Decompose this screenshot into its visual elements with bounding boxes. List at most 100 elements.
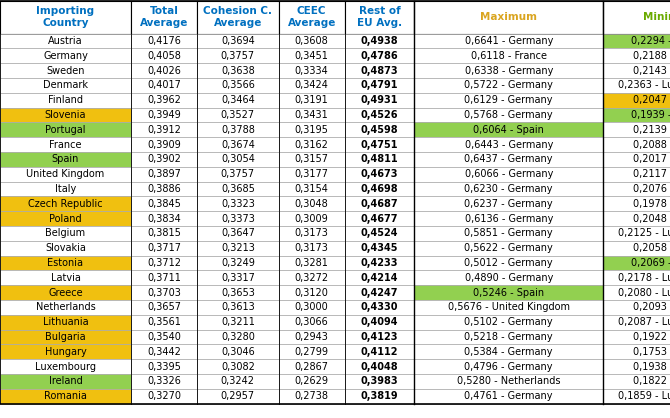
Bar: [279, 329, 345, 344]
Text: 0,3281: 0,3281: [295, 258, 329, 268]
Text: United Kingdom: United Kingdom: [26, 169, 105, 179]
Text: 0,5246 - Spain: 0,5246 - Spain: [473, 288, 544, 298]
Text: 0,4873: 0,4873: [360, 66, 399, 76]
Text: 0,3066: 0,3066: [295, 317, 328, 327]
Bar: [414, 181, 603, 196]
Bar: [279, 241, 345, 255]
Text: 0,4026: 0,4026: [147, 66, 181, 76]
Bar: [345, 196, 414, 211]
Text: 0,1753 - Latvia: 0,1753 - Latvia: [633, 347, 670, 357]
Text: 0,3000: 0,3000: [295, 302, 328, 312]
Text: 0,4526: 0,4526: [361, 110, 398, 120]
Bar: [0, 181, 131, 196]
Bar: [197, 359, 279, 374]
Text: 0,3717: 0,3717: [147, 243, 181, 253]
Bar: [131, 329, 197, 344]
Bar: [131, 270, 197, 285]
Bar: [603, 122, 670, 137]
Text: 0,2125 - Luxembourg: 0,2125 - Luxembourg: [618, 228, 670, 238]
Bar: [345, 1, 414, 33]
Bar: [345, 122, 414, 137]
Bar: [0, 167, 131, 181]
Bar: [0, 300, 131, 315]
Bar: [0, 93, 131, 107]
Text: 0,4048: 0,4048: [360, 362, 399, 372]
Bar: [131, 152, 197, 167]
Bar: [0, 255, 131, 270]
Bar: [197, 93, 279, 107]
Text: 0,4796 - Germany: 0,4796 - Germany: [464, 362, 553, 372]
Text: 0,6230 - Germany: 0,6230 - Germany: [464, 184, 553, 194]
Bar: [603, 226, 670, 241]
Bar: [131, 255, 197, 270]
Text: 0,6118 - France: 0,6118 - France: [471, 51, 547, 61]
Bar: [414, 374, 603, 389]
Text: 0,3694: 0,3694: [221, 36, 255, 46]
Text: Slovenia: Slovenia: [45, 110, 86, 120]
Text: 0,4112: 0,4112: [361, 347, 398, 357]
Bar: [414, 196, 603, 211]
Bar: [197, 152, 279, 167]
Text: 0,3082: 0,3082: [221, 362, 255, 372]
Text: 0,3213: 0,3213: [221, 243, 255, 253]
Text: 0,3712: 0,3712: [147, 258, 181, 268]
Bar: [279, 137, 345, 152]
Text: 0,6237 - Germany: 0,6237 - Germany: [464, 199, 553, 209]
Text: Hungary: Hungary: [45, 347, 86, 357]
Bar: [345, 48, 414, 63]
Bar: [345, 359, 414, 374]
Text: 0,2117 - Latvia: 0,2117 - Latvia: [633, 169, 670, 179]
Text: 0,4687: 0,4687: [360, 199, 399, 209]
Bar: [345, 167, 414, 181]
Bar: [0, 359, 131, 374]
Text: Total
Average: Total Average: [140, 6, 188, 28]
Bar: [197, 78, 279, 93]
Bar: [345, 78, 414, 93]
Bar: [131, 33, 197, 48]
Bar: [131, 122, 197, 137]
Bar: [345, 329, 414, 344]
Bar: [197, 315, 279, 329]
Text: 0,3173: 0,3173: [295, 243, 329, 253]
Bar: [414, 167, 603, 181]
Text: 0,4673: 0,4673: [361, 169, 398, 179]
Bar: [0, 1, 670, 33]
Bar: [131, 181, 197, 196]
Bar: [279, 285, 345, 300]
Text: 0,3561: 0,3561: [147, 317, 181, 327]
Text: 0,5676 - United Kingdom: 0,5676 - United Kingdom: [448, 302, 570, 312]
Bar: [345, 241, 414, 255]
Text: 0,2088 - Latvia: 0,2088 - Latvia: [633, 140, 670, 150]
Bar: [197, 329, 279, 344]
Text: Poland: Poland: [49, 214, 82, 224]
Bar: [414, 270, 603, 285]
Bar: [603, 78, 670, 93]
Bar: [345, 93, 414, 107]
Bar: [0, 329, 131, 344]
Bar: [0, 122, 131, 137]
Text: 0,4345: 0,4345: [361, 243, 398, 253]
Text: 0,5218 - Germany: 0,5218 - Germany: [464, 332, 553, 342]
Text: France: France: [49, 140, 82, 150]
Text: 0,3048: 0,3048: [295, 199, 328, 209]
Bar: [0, 152, 131, 167]
Bar: [279, 226, 345, 241]
Text: 0,6066 - Germany: 0,6066 - Germany: [464, 169, 553, 179]
Text: 0,3326: 0,3326: [147, 376, 181, 386]
Bar: [279, 270, 345, 285]
Bar: [0, 63, 131, 78]
Text: 0,2069 - Ireland: 0,2069 - Ireland: [631, 258, 670, 268]
Text: 0,3788: 0,3788: [221, 125, 255, 135]
Bar: [279, 196, 345, 211]
Bar: [131, 211, 197, 226]
Bar: [131, 167, 197, 181]
Text: 0,3270: 0,3270: [147, 391, 181, 401]
Text: 0,1922 - Latvia: 0,1922 - Latvia: [633, 332, 670, 342]
Text: Romania: Romania: [44, 391, 87, 401]
Text: 0,3120: 0,3120: [295, 288, 329, 298]
Bar: [279, 211, 345, 226]
Bar: [345, 374, 414, 389]
Text: 0,3949: 0,3949: [147, 110, 181, 120]
Text: Spain: Spain: [52, 154, 79, 164]
Text: 0,3451: 0,3451: [295, 51, 329, 61]
